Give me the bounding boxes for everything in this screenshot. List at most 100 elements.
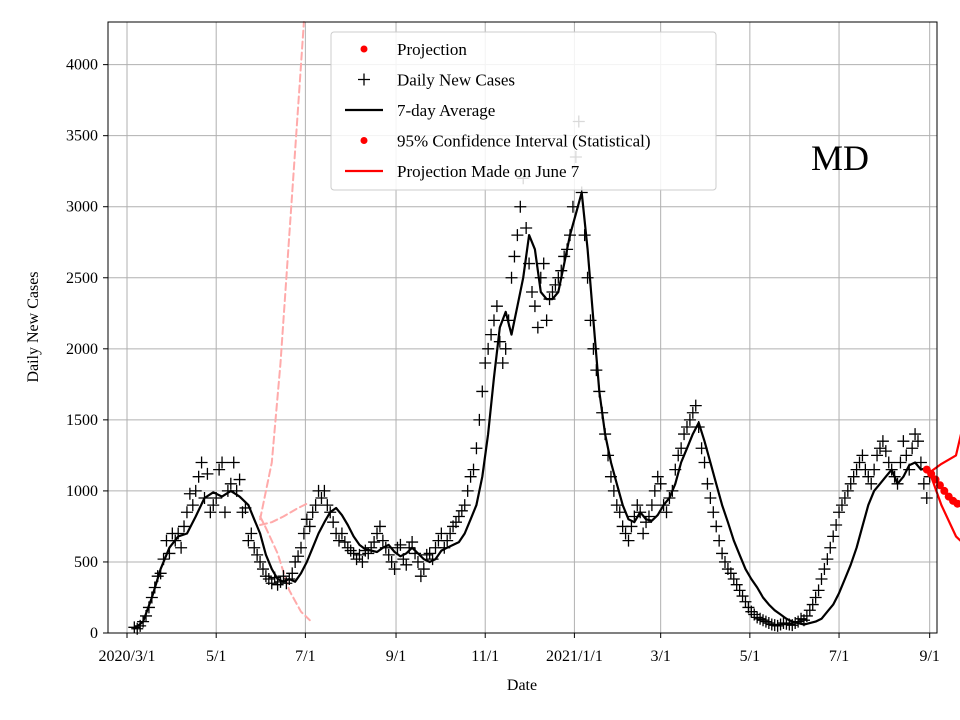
y-tick-label: 2500 <box>66 270 98 287</box>
daily-case-marker <box>508 250 521 263</box>
daily-case-marker <box>493 335 506 348</box>
daily-case-marker <box>718 555 731 568</box>
daily-case-marker <box>520 222 533 235</box>
daily-case-marker <box>394 538 407 551</box>
daily-case-marker <box>192 470 205 483</box>
y-tick-label: 3500 <box>66 128 98 145</box>
daily-case-marker <box>382 548 395 561</box>
daily-case-marker <box>906 442 919 455</box>
daily-case-marker <box>660 506 673 519</box>
x-tick-label: 2020/3/1 <box>99 648 156 665</box>
daily-case-marker <box>400 558 413 571</box>
x-tick-label: 9/1 <box>386 648 406 665</box>
daily-case-marker <box>300 513 313 526</box>
legend-label: Projection Made on June 7 <box>397 162 580 181</box>
daily-case-marker <box>914 456 927 469</box>
daily-case-marker <box>833 506 846 519</box>
daily-case-marker <box>777 617 790 630</box>
daily-case-marker <box>406 536 419 549</box>
daily-case-marker <box>470 442 483 455</box>
daily-case-marker <box>806 598 819 611</box>
y-tick-label: 0 <box>90 625 98 642</box>
daily-case-marker <box>511 229 524 242</box>
daily-case-marker <box>180 506 193 519</box>
daily-case-marker <box>757 614 770 627</box>
daily-case-marker <box>613 506 626 519</box>
daily-case-marker <box>844 477 857 490</box>
projection-june7-line <box>928 471 960 542</box>
daily-case-marker <box>754 612 767 625</box>
daily-case-marker <box>224 477 237 490</box>
daily-case-marker <box>213 463 226 476</box>
legend-label: Projection <box>397 40 467 59</box>
daily-case-marker <box>707 506 720 519</box>
daily-case-marker <box>204 506 217 519</box>
x-tick-label: 7/1 <box>295 648 315 665</box>
daily-case-marker <box>254 555 267 568</box>
daily-case-marker <box>835 499 848 512</box>
daily-case-marker <box>265 577 278 590</box>
daily-case-marker <box>637 527 650 540</box>
daily-case-marker <box>648 484 661 497</box>
daily-case-marker <box>724 567 737 580</box>
daily-case-marker <box>868 463 881 476</box>
daily-case-marker <box>464 470 477 483</box>
legend-label: Daily New Cases <box>397 71 515 90</box>
daily-case-marker <box>818 563 831 576</box>
legend-dot-marker <box>360 137 368 144</box>
daily-case-marker <box>838 492 851 505</box>
daily-case-marker <box>496 357 509 370</box>
daily-case-marker <box>306 506 319 519</box>
daily-case-marker <box>333 534 346 547</box>
daily-case-marker <box>294 541 307 554</box>
x-tick-label: 5/1 <box>206 648 226 665</box>
daily-case-marker <box>894 456 907 469</box>
daily-case-marker <box>537 257 550 270</box>
daily-case-marker <box>233 473 246 486</box>
daily-case-marker <box>201 467 214 480</box>
legend-dot-marker <box>360 45 368 53</box>
daily-case-marker <box>259 570 272 583</box>
daily-case-marker <box>216 456 229 469</box>
daily-case-marker <box>873 442 886 455</box>
daily-new-cases-markers <box>128 115 936 635</box>
daily-case-marker <box>499 342 512 355</box>
legend-plus-marker <box>358 73 370 86</box>
daily-case-marker <box>540 314 553 327</box>
daily-case-marker <box>289 555 302 568</box>
x-axis: 2020/3/1 5/1 7/1 9/1 11/1 2021/1/1 3/1 5/1 7/1 9/… <box>99 633 940 665</box>
daily-case-marker <box>733 584 746 597</box>
daily-case-marker <box>505 271 518 284</box>
daily-case-marker <box>373 520 386 533</box>
daily-case-marker <box>318 484 331 497</box>
daily-case-marker <box>183 487 196 500</box>
daily-case-marker <box>411 555 424 568</box>
daily-case-marker <box>736 590 749 603</box>
daily-case-marker <box>528 300 541 313</box>
projection-points <box>922 465 960 508</box>
daily-case-marker <box>759 615 772 628</box>
y-tick-label: 500 <box>74 554 98 571</box>
daily-case-marker <box>277 570 290 583</box>
daily-case-marker <box>713 534 726 547</box>
daily-case-marker <box>207 499 220 512</box>
daily-case-marker <box>917 477 930 490</box>
daily-case-marker <box>610 499 623 512</box>
daily-case-marker <box>417 563 430 576</box>
daily-case-marker <box>672 449 685 462</box>
june7-projection-lines <box>928 433 960 542</box>
seven-day-average-line <box>133 191 928 630</box>
daily-case-marker <box>414 570 427 583</box>
daily-case-marker <box>879 445 892 458</box>
daily-case-marker <box>897 435 910 448</box>
daily-case-marker <box>645 499 658 512</box>
daily-case-marker <box>689 399 702 412</box>
x-axis-label: Date <box>507 677 537 694</box>
daily-case-marker <box>847 470 860 483</box>
daily-case-marker <box>341 541 354 554</box>
daily-case-marker <box>227 456 240 469</box>
daily-case-marker <box>768 619 781 632</box>
projection-point <box>953 499 960 508</box>
daily-case-marker <box>344 544 357 557</box>
seven-day-average-line <box>133 191 928 630</box>
